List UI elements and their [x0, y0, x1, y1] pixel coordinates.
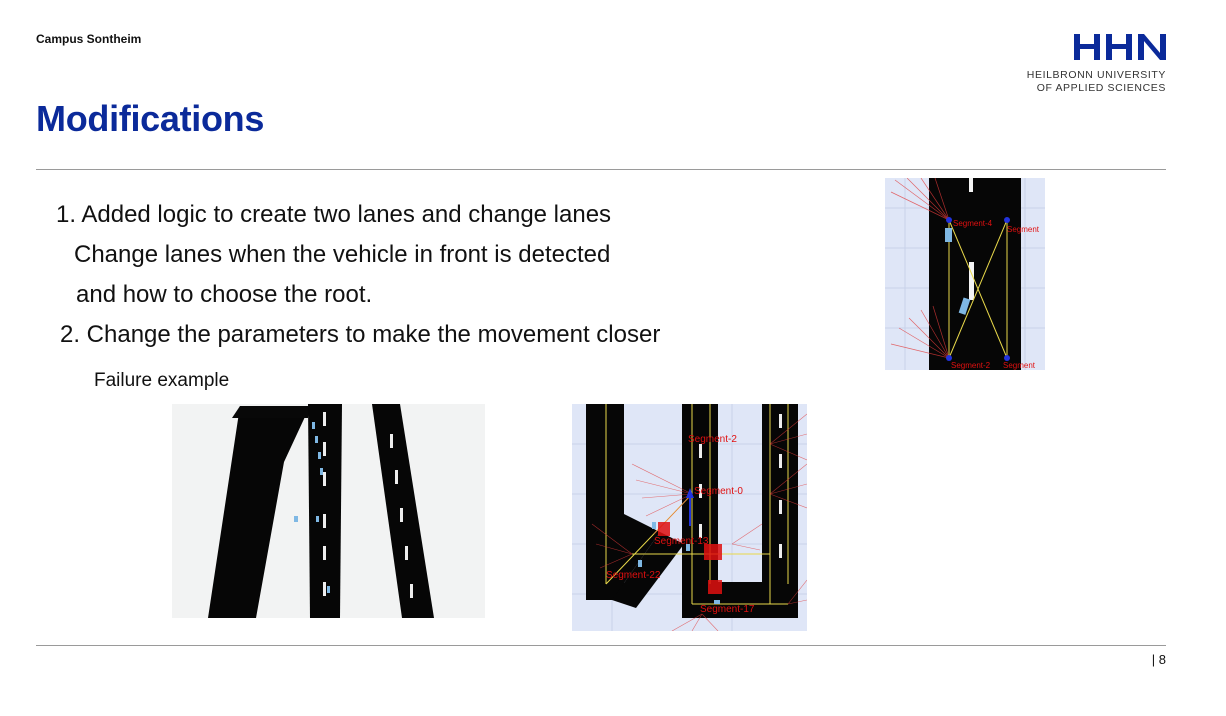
segment-path-simulation-image: Segment-2 Segment-0 Segment-13 Segment-2… — [572, 404, 807, 631]
page-number: | 8 — [1151, 652, 1166, 667]
sim-label-segment-4: Segment-4 — [953, 219, 993, 228]
campus-label: Campus Sontheim — [36, 32, 142, 46]
bullet-1-line-2: Change lanes when the vehicle in front i… — [74, 241, 611, 268]
hhn-logo-mark — [1074, 34, 1166, 60]
logo-text-line1: HEILBRONN UNIVERSITY — [1026, 69, 1166, 81]
lane-change-simulation-image: Segment-4 Segment Segment-2 Segment — [885, 178, 1045, 370]
sim-label-segment-b: Segment — [1003, 361, 1036, 370]
footer-divider — [36, 645, 1166, 646]
bullet-1: 1. Added logic to create two lanes and c… — [56, 201, 612, 228]
logo-text-line2: OF APPLIED SCIENCES — [1036, 82, 1166, 94]
university-logo: HEILBRONN UNIVERSITY OF APPLIED SCIENCES — [1027, 34, 1166, 95]
bullet-2: 2. Change the parameters to make the mov… — [60, 321, 661, 348]
failure-road-image — [172, 404, 485, 618]
header-divider — [36, 169, 1166, 170]
sim-label-segment-2: Segment-2 — [951, 361, 991, 370]
sim-label-segment-2-b: Segment-2 — [688, 434, 737, 445]
sim-label-segment-13: Segment-13 — [654, 536, 709, 547]
failure-example-caption: Failure example — [94, 370, 230, 391]
sim-label-segment-a: Segment — [1007, 225, 1040, 234]
sim-label-segment-22: Segment-22 — [606, 570, 661, 581]
sim-label-segment-0: Segment-0 — [694, 486, 743, 497]
bullet-1-line-3: and how to choose the root. — [76, 281, 373, 308]
slide-title: Modifications — [36, 98, 265, 139]
sim-label-segment-17: Segment-17 — [700, 604, 755, 615]
